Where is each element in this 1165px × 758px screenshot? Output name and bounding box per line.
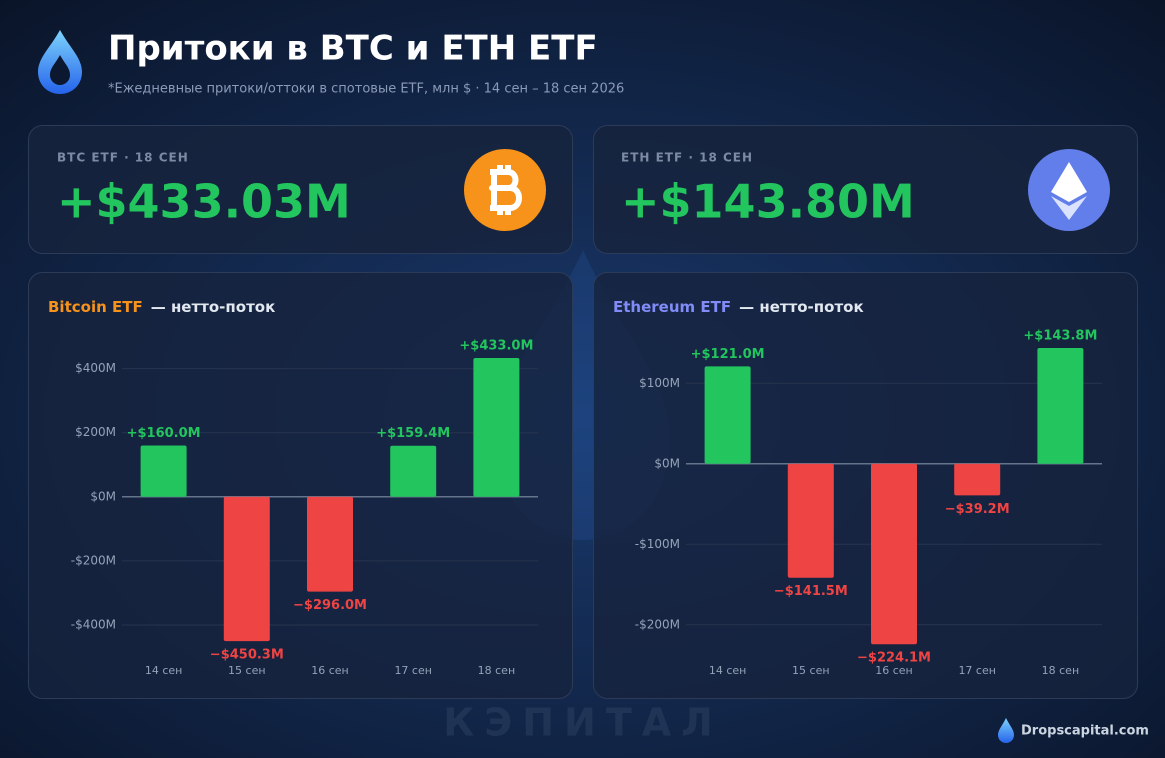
card-value: +$143.80M bbox=[621, 175, 915, 229]
x-tick-label: 16 сен bbox=[311, 664, 349, 677]
bar bbox=[223, 496, 270, 642]
x-tick-label: 18 сен bbox=[1042, 664, 1080, 677]
card-value: +$433.03M bbox=[57, 175, 351, 229]
bar bbox=[140, 445, 187, 497]
x-tick-label: 14 сен bbox=[145, 664, 183, 677]
chart-panel bbox=[28, 272, 573, 699]
y-tick-label: $0M bbox=[654, 456, 680, 470]
y-tick-label: $400M bbox=[75, 361, 116, 375]
x-tick-label: 16 сен bbox=[875, 664, 913, 677]
eth-glyph bbox=[1051, 196, 1087, 220]
y-tick-label: $200M bbox=[75, 425, 116, 439]
x-tick-label: 15 сен bbox=[228, 664, 266, 677]
watermark: КЭПИТАЛ bbox=[443, 701, 722, 745]
card-label: ETH ETF · 18 СЕН bbox=[621, 151, 753, 165]
bar bbox=[871, 463, 917, 645]
subtitle: *Ежедневные притоки/оттоки в спотовые ET… bbox=[108, 82, 624, 97]
x-tick-label: 14 сен bbox=[709, 664, 747, 677]
value-label: +$143.8M bbox=[1023, 328, 1097, 343]
value-label: −$296.0M bbox=[293, 598, 367, 613]
bar bbox=[473, 358, 520, 497]
y-tick-label: -$400M bbox=[71, 617, 116, 631]
y-tick-label: $0M bbox=[90, 489, 116, 503]
bar bbox=[787, 463, 834, 578]
bitcoin-glyph bbox=[489, 165, 522, 215]
value-label: −$39.2M bbox=[945, 502, 1010, 517]
value-label: +$433.0M bbox=[459, 339, 533, 354]
x-tick-label: 17 сен bbox=[958, 664, 996, 677]
title: Притоки в BTC и ETH ETF bbox=[108, 29, 598, 69]
bar bbox=[390, 445, 437, 497]
y-tick-label: -$200M bbox=[635, 617, 680, 631]
bar bbox=[1037, 347, 1084, 464]
brand-logo bbox=[998, 718, 1014, 743]
chart-title: Bitcoin ETF — нетто-поток bbox=[48, 298, 275, 316]
bar bbox=[704, 366, 751, 464]
logo-inner bbox=[50, 55, 70, 85]
card bbox=[28, 125, 573, 254]
y-tick-label: -$200M bbox=[71, 553, 116, 567]
chart-subtitle: — нетто-поток bbox=[739, 298, 864, 316]
value-label: +$159.4M bbox=[376, 426, 450, 441]
value-label: −$224.1M bbox=[857, 651, 931, 666]
x-tick-label: 15 сен bbox=[792, 664, 830, 677]
value-label: −$450.3M bbox=[210, 648, 284, 663]
bar bbox=[307, 496, 353, 592]
bar bbox=[954, 463, 1001, 496]
chart-title-name: Ethereum ETF bbox=[613, 298, 731, 316]
y-tick-label: -$100M bbox=[635, 537, 680, 551]
x-tick-label: 17 сен bbox=[394, 664, 432, 677]
value-label: −$141.5M bbox=[774, 584, 848, 599]
card-label: BTC ETF · 18 СЕН bbox=[57, 151, 189, 165]
chart-title: Ethereum ETF — нетто-поток bbox=[613, 298, 864, 316]
brand: Dropscapital.com bbox=[1021, 724, 1149, 739]
card bbox=[593, 125, 1138, 254]
chart-subtitle: — нетто-поток bbox=[151, 298, 276, 316]
chart-title-name: Bitcoin ETF bbox=[48, 298, 143, 316]
value-label: +$121.0M bbox=[691, 347, 765, 362]
eth-glyph bbox=[1051, 162, 1087, 202]
value-label: +$160.0M bbox=[127, 426, 201, 441]
y-tick-label: $100M bbox=[639, 376, 680, 390]
x-tick-label: 18 сен bbox=[478, 664, 516, 677]
